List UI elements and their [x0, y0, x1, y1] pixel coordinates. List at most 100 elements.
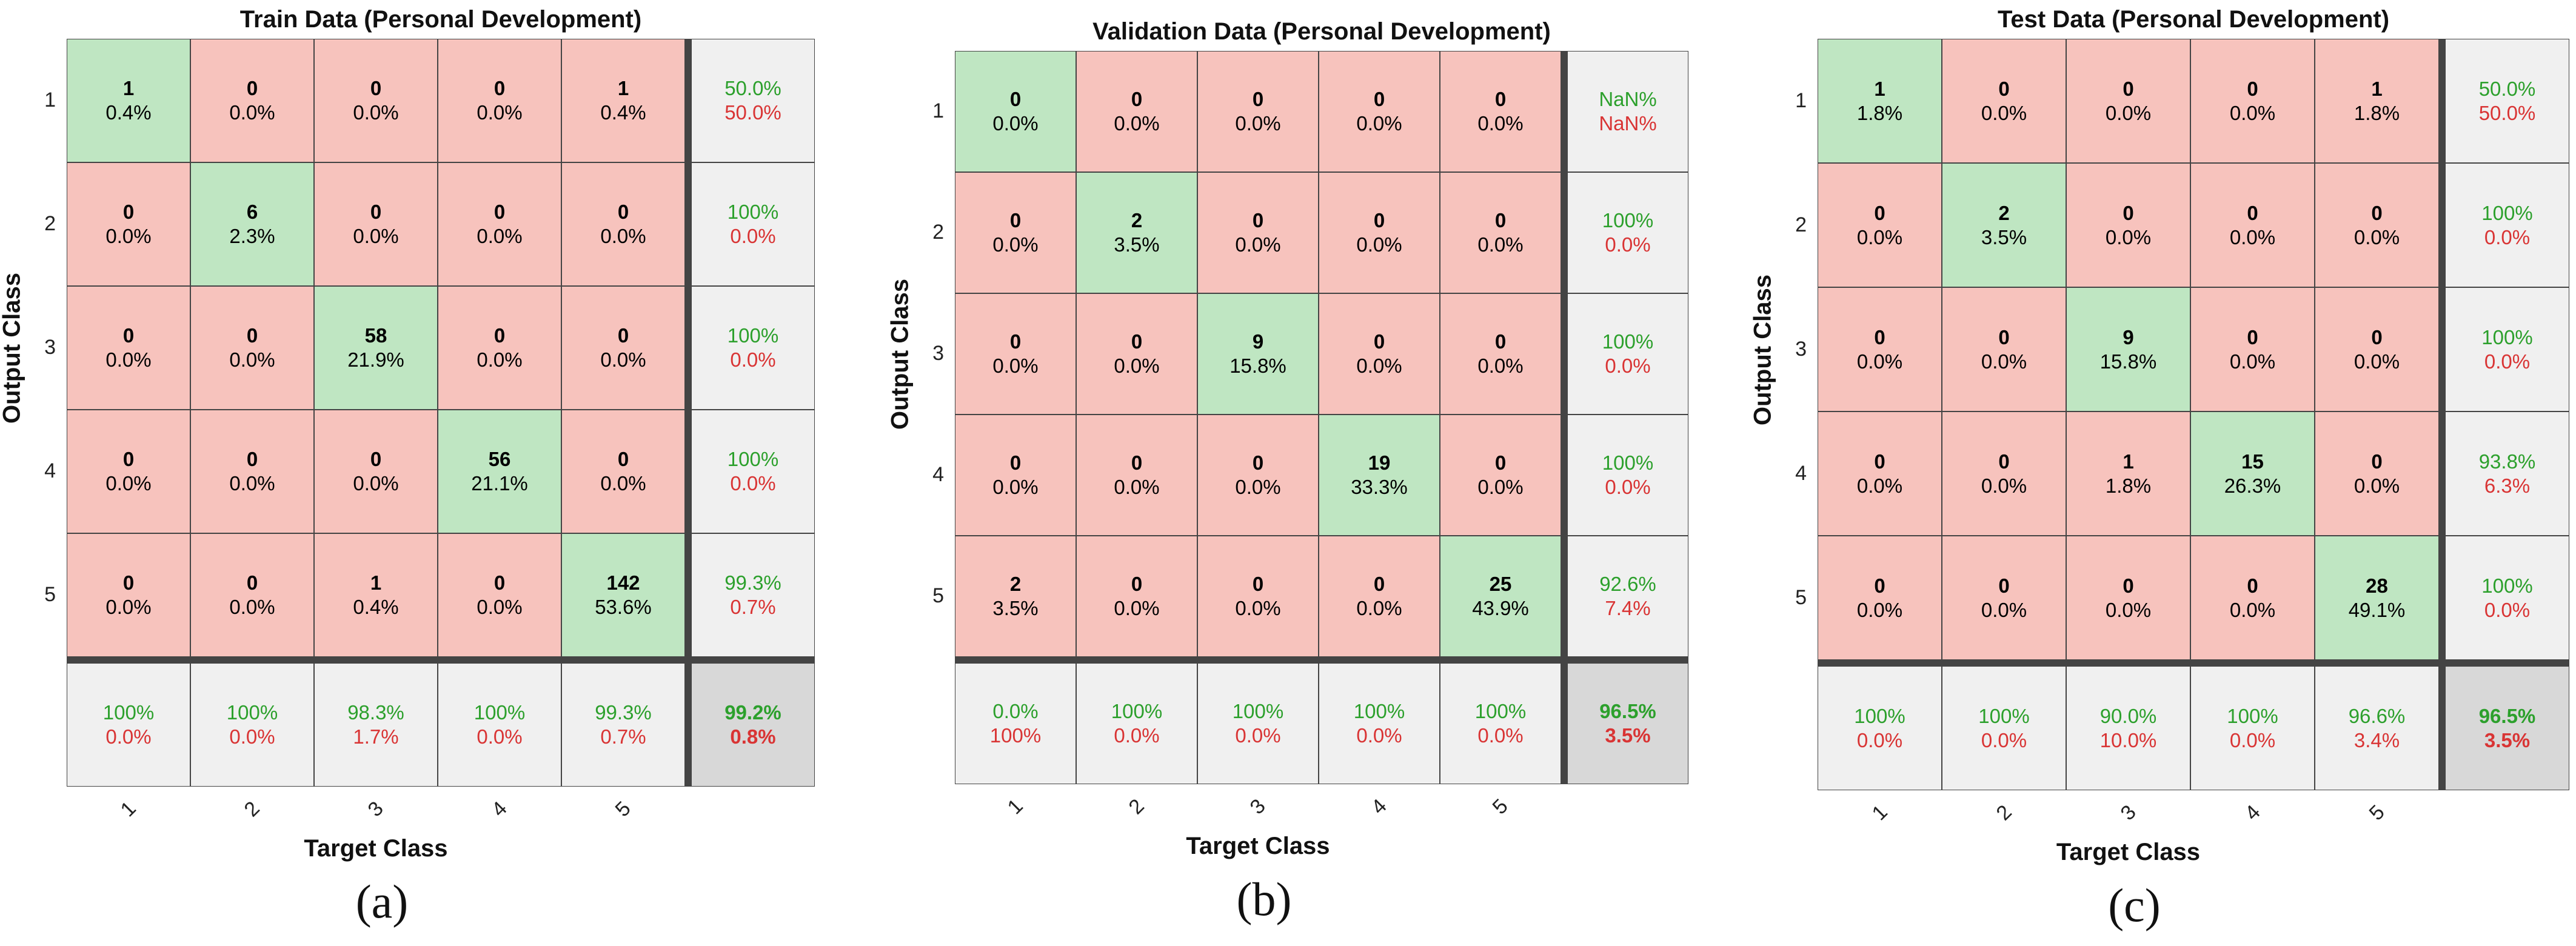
- y-tick-label: 2: [1795, 213, 1807, 236]
- cell-count: 15: [2241, 450, 2264, 473]
- x-tick-label: 5: [1488, 794, 1513, 819]
- cell-count: 1: [370, 571, 382, 595]
- x-tick-label: 3: [1245, 794, 1270, 819]
- confusion-matrix: 1 1.8% 0 0.0% 0 0.0% 0 0.0% 1 1.8% 50.0% 50.0% 0 0.0%…: [1818, 39, 2569, 790]
- cell-percent: 3.5%: [1981, 225, 2027, 248]
- col-error: 0.0%: [105, 725, 152, 748]
- cell-count: 9: [1252, 330, 1264, 353]
- cell-count: 0: [1998, 77, 2010, 100]
- cell-count: 0: [1874, 325, 1885, 348]
- cell-percent: 0.0%: [105, 472, 152, 495]
- cell-count: 0: [2371, 450, 2383, 473]
- cell-percent: 0.0%: [2229, 225, 2276, 248]
- matrix-cell-5-2: 0 0.0%: [1076, 536, 1197, 657]
- matrix-cell-5-3: 0 0.0%: [1197, 536, 1319, 657]
- matrix-cell-5-5: 142 53.6%: [561, 533, 685, 657]
- cell-count: 56: [488, 448, 511, 471]
- matrix-cell-4-2: 0 0.0%: [1942, 411, 2066, 536]
- row-summary-1: 50.0% 50.0%: [2445, 39, 2569, 163]
- col-error: 0.0%: [229, 725, 275, 748]
- cell-count: 0: [1131, 330, 1143, 353]
- col-recall: 100%: [1111, 700, 1163, 723]
- cell-count: 0: [1373, 573, 1385, 596]
- cell-count: 0: [370, 201, 382, 224]
- row-error: 0.7%: [730, 596, 776, 618]
- matrix-cell-3-1: 0 0.0%: [67, 286, 190, 410]
- cell-count: 58: [364, 324, 387, 347]
- col-error: 100%: [989, 724, 1042, 747]
- col-error: 0.0%: [1856, 728, 1903, 751]
- col-recall: 0.0%: [992, 700, 1039, 723]
- row-summary-1: 50.0% 50.0%: [691, 39, 815, 162]
- row-error: 7.4%: [1605, 597, 1651, 619]
- cell-count: 0: [2247, 325, 2258, 348]
- row-summary-2: 100% 0.0%: [2445, 163, 2569, 287]
- matrix-cell-1-1: 1 0.4%: [67, 39, 190, 162]
- cell-percent: 0.0%: [1235, 112, 1281, 135]
- cell-percent: 0.0%: [2229, 101, 2276, 124]
- cell-count: 0: [1252, 451, 1264, 475]
- cell-count: 0: [1998, 574, 2010, 597]
- matrix-cell-5-2: 0 0.0%: [1942, 536, 2066, 660]
- cell-percent: 0.0%: [1114, 597, 1160, 619]
- cell-count: 0: [1998, 325, 2010, 348]
- x-tick-label: 3: [2116, 801, 2141, 825]
- cell-count: 0: [1494, 451, 1507, 475]
- matrix-cell-5-5: 28 49.1%: [2315, 536, 2439, 660]
- cell-count: 0: [122, 448, 135, 471]
- cell-count: 0: [493, 77, 506, 100]
- matrix-cell-2-1: 0 0.0%: [1818, 163, 1942, 287]
- cell-count: 0: [1998, 450, 2010, 473]
- cell-count: 0: [1874, 574, 1885, 597]
- matrix-cell-3-3: 9 15.8%: [1197, 293, 1319, 415]
- summary-divider-vertical: [1561, 51, 1567, 784]
- row-error: 0.0%: [1605, 233, 1651, 256]
- cell-percent: 21.1%: [471, 472, 528, 495]
- cell-percent: 0.0%: [2105, 598, 2152, 621]
- y-axis-label: Output Class: [886, 279, 914, 430]
- panel-label: (c): [2108, 879, 2161, 931]
- x-tick-label: 4: [1367, 794, 1391, 819]
- x-tick-label: 2: [239, 797, 264, 822]
- matrix-cell-2-5: 0 0.0%: [1440, 172, 1561, 293]
- cell-percent: 0.0%: [1981, 474, 2027, 497]
- panel-label: (b): [1236, 873, 1292, 925]
- cell-count: 0: [2371, 201, 2383, 224]
- cell-count: 2: [1998, 201, 2010, 224]
- cell-percent: 26.3%: [2224, 474, 2281, 497]
- cell-count: 0: [370, 448, 382, 471]
- matrix-cell-2-1: 0 0.0%: [955, 172, 1076, 293]
- cell-percent: 0.0%: [1356, 233, 1402, 256]
- cell-percent: 15.8%: [2099, 350, 2157, 373]
- row-precision: 92.6%: [1599, 573, 1656, 596]
- matrix-cell-2-4: 0 0.0%: [1319, 172, 1440, 293]
- col-summary-1: 100% 0.0%: [67, 663, 190, 787]
- matrix-cell-4-5: 0 0.0%: [2315, 411, 2439, 536]
- row-error: NaN%: [1599, 112, 1657, 135]
- col-summary-2: 100% 0.0%: [1942, 666, 2066, 790]
- total-accuracy: 96.5%: [2478, 704, 2536, 727]
- col-summary-4: 100% 0.0%: [438, 663, 561, 787]
- row-precision: 100%: [2481, 574, 2533, 597]
- cell-percent: 1.8%: [2354, 101, 2400, 124]
- matrix-cell-1-1: 0 0.0%: [955, 51, 1076, 172]
- matrix-cell-5-2: 0 0.0%: [190, 533, 314, 657]
- matrix-cell-3-1: 0 0.0%: [1818, 287, 1942, 411]
- cell-percent: 0.0%: [1114, 476, 1160, 498]
- cell-count: 0: [370, 77, 382, 100]
- col-error: 1.7%: [353, 725, 399, 748]
- cell-percent: 0.0%: [2354, 225, 2400, 248]
- cell-percent: 3.5%: [1114, 233, 1160, 256]
- cell-percent: 0.0%: [2354, 474, 2400, 497]
- matrix-cell-3-4: 0 0.0%: [1319, 293, 1440, 415]
- row-summary-4: 100% 0.0%: [691, 410, 815, 533]
- col-error: 0.0%: [2229, 728, 2276, 751]
- matrix-cell-1-1: 1 1.8%: [1818, 39, 1942, 163]
- cell-percent: 0.4%: [600, 101, 646, 124]
- total-accuracy: 96.5%: [1599, 700, 1656, 723]
- y-tick-label: 5: [1795, 585, 1807, 609]
- cell-percent: 0.0%: [1356, 355, 1402, 377]
- col-recall: 96.6%: [2348, 704, 2406, 727]
- y-tick-label: 4: [1795, 461, 1807, 485]
- row-error: 6.3%: [2484, 474, 2531, 497]
